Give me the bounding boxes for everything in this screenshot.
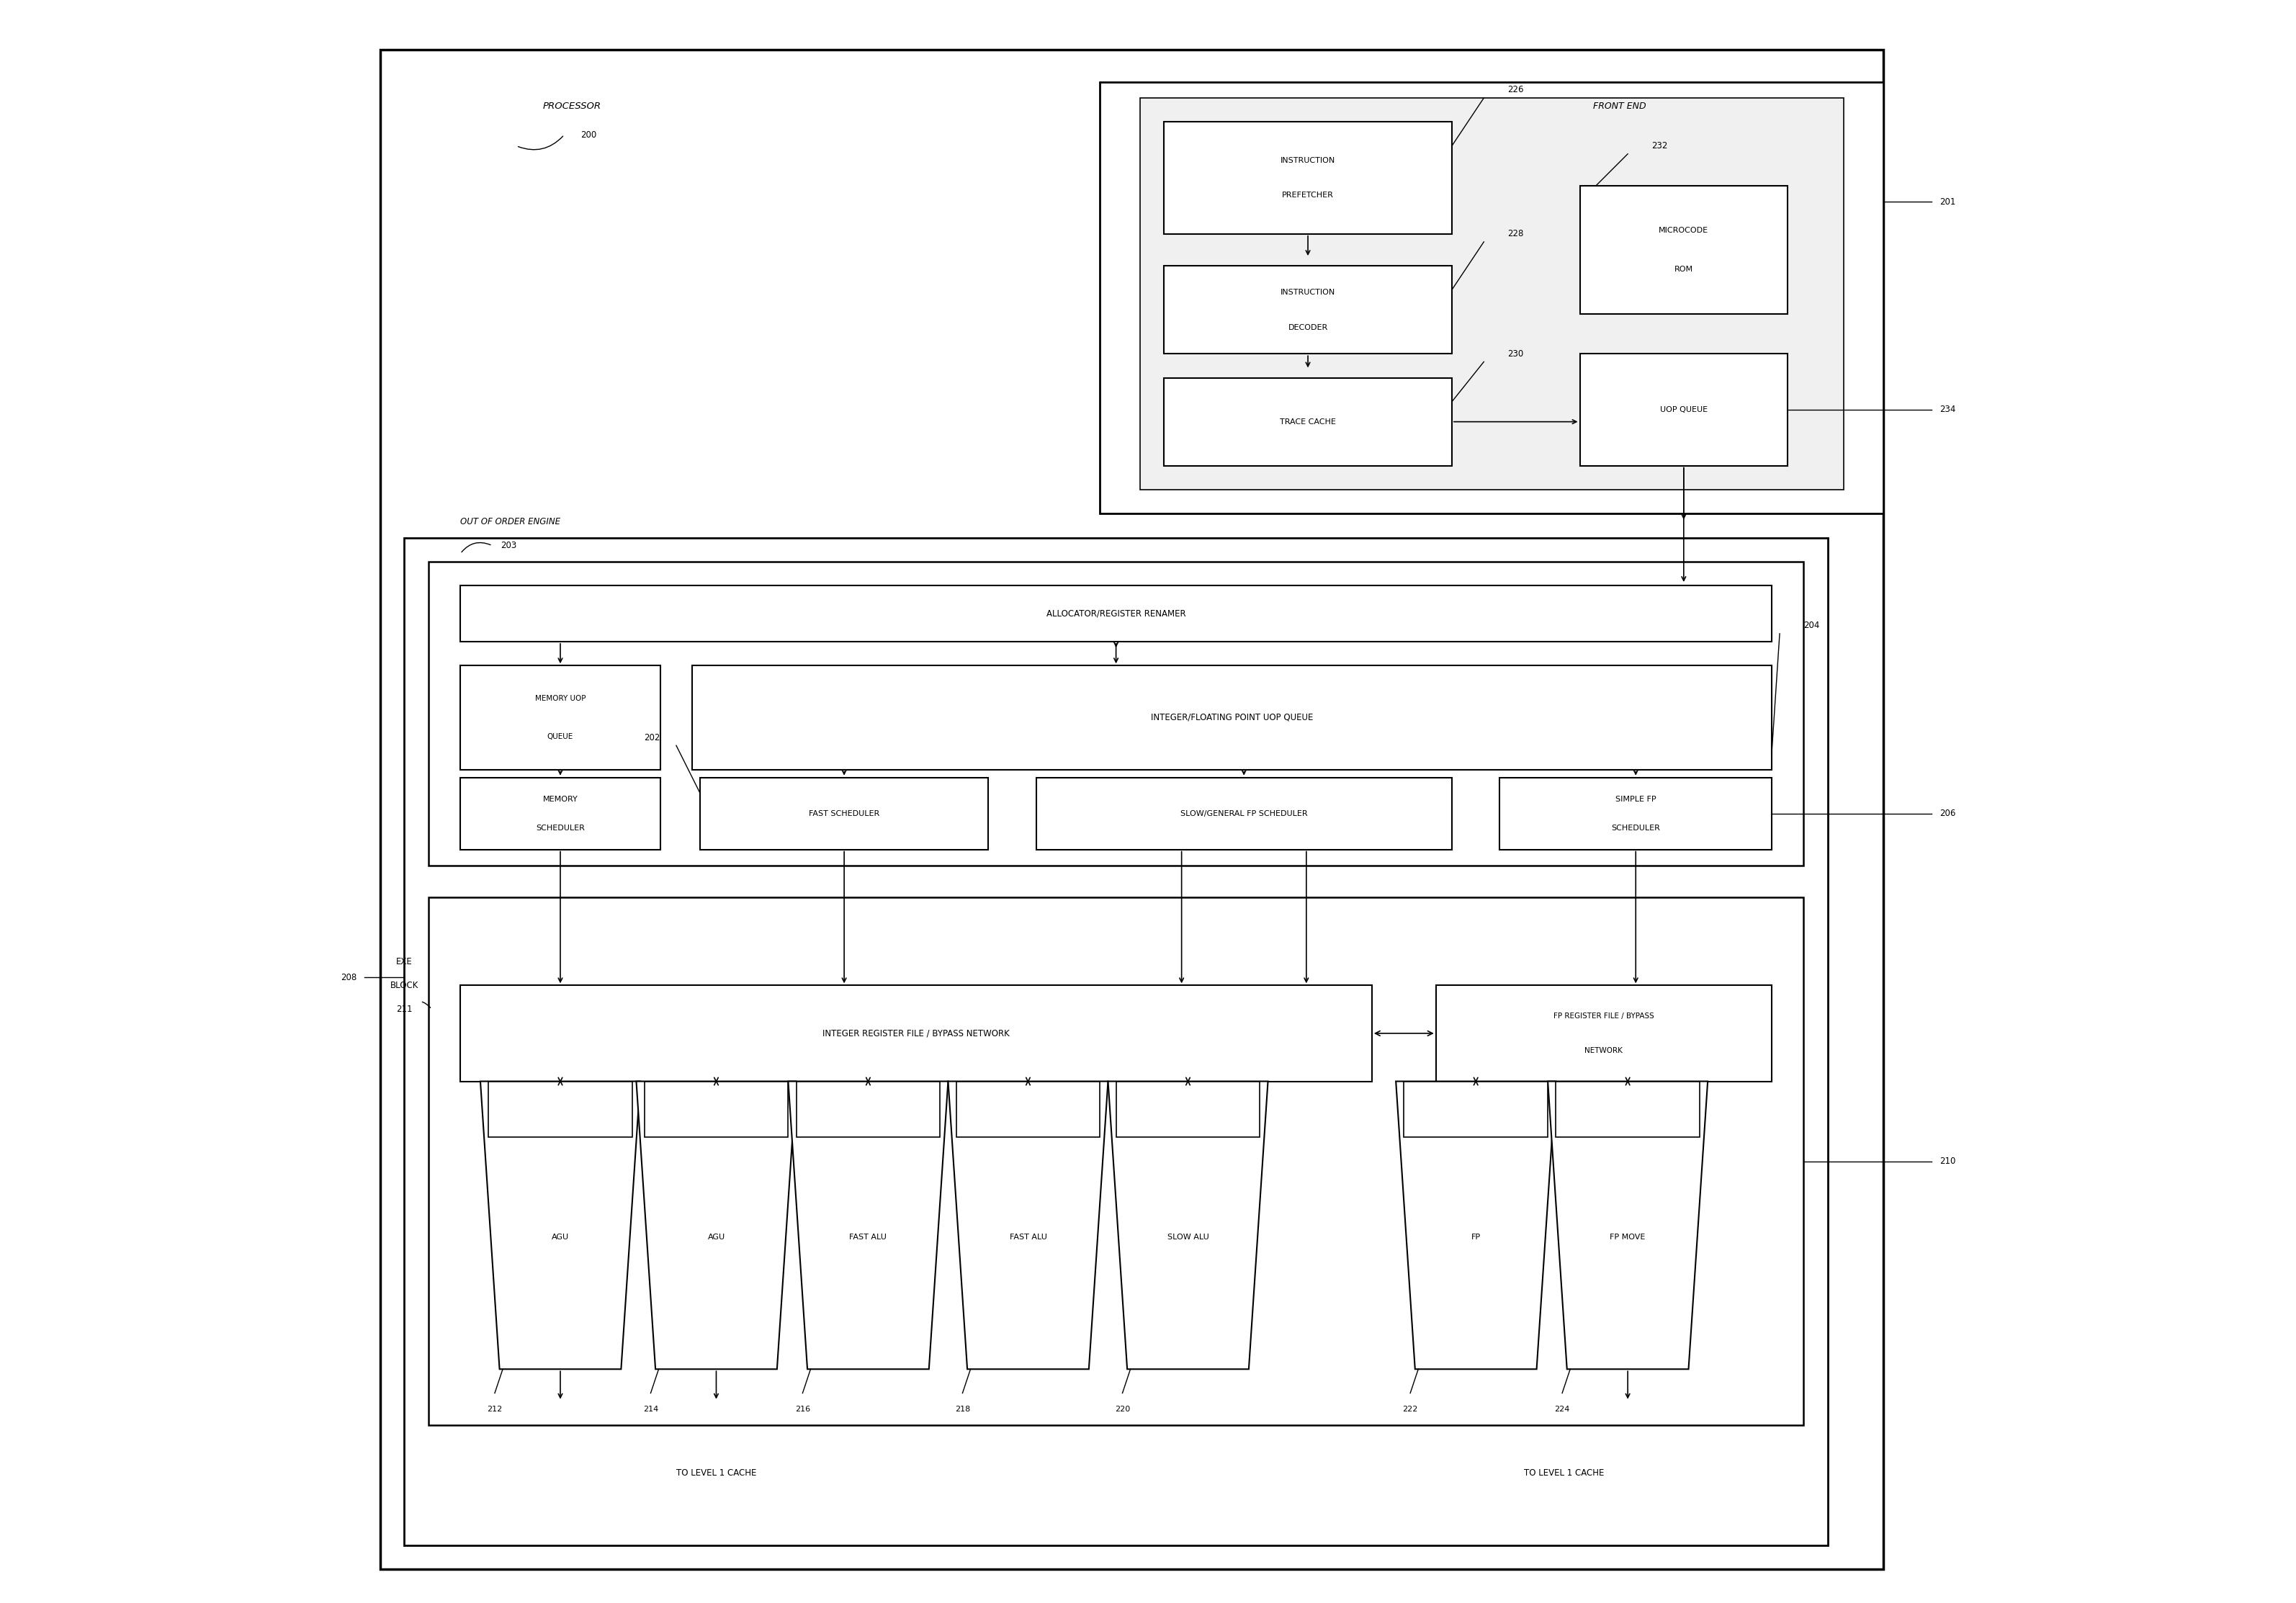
Text: INSTRUCTION: INSTRUCTION	[1281, 289, 1336, 297]
Text: AGU: AGU	[551, 1234, 569, 1241]
Text: AGU: AGU	[707, 1234, 726, 1241]
Text: 218: 218	[955, 1406, 971, 1412]
Text: SLOW ALU: SLOW ALU	[1166, 1234, 1208, 1241]
Text: OUT OF ORDER ENGINE: OUT OF ORDER ENGINE	[461, 518, 560, 526]
Text: NETWORK: NETWORK	[1584, 1047, 1623, 1055]
Text: FP REGISTER FILE / BYPASS: FP REGISTER FILE / BYPASS	[1554, 1011, 1653, 1020]
Bar	[700, 777, 987, 850]
Polygon shape	[1396, 1082, 1557, 1369]
Text: 216: 216	[794, 1406, 810, 1412]
Bar	[797, 1082, 939, 1137]
Text: FAST SCHEDULER: FAST SCHEDULER	[808, 810, 879, 818]
Bar	[955, 1082, 1100, 1137]
Text: FAST ALU: FAST ALU	[850, 1234, 886, 1241]
Text: 222: 222	[1403, 1406, 1419, 1412]
Bar	[1100, 82, 1883, 513]
Text: MEMORY: MEMORY	[542, 795, 579, 803]
Text: 211: 211	[397, 1005, 413, 1015]
Bar	[1403, 1082, 1548, 1137]
Bar	[404, 537, 1828, 1545]
Bar	[1164, 122, 1451, 234]
Text: MICROCODE: MICROCODE	[1658, 228, 1708, 234]
Bar	[1435, 986, 1773, 1082]
Text: INTEGER REGISTER FILE / BYPASS NETWORK: INTEGER REGISTER FILE / BYPASS NETWORK	[822, 1029, 1010, 1039]
Polygon shape	[1548, 1082, 1708, 1369]
Polygon shape	[788, 1082, 948, 1369]
Text: PREFETCHER: PREFETCHER	[1281, 192, 1334, 199]
Bar	[461, 986, 1373, 1082]
Text: SCHEDULER: SCHEDULER	[1612, 824, 1660, 832]
Text: 226: 226	[1508, 85, 1525, 95]
Text: 201: 201	[1940, 197, 1956, 207]
Bar	[1580, 186, 1789, 314]
Bar	[1141, 98, 1844, 489]
Polygon shape	[948, 1082, 1109, 1369]
Polygon shape	[480, 1082, 641, 1369]
Text: 210: 210	[1940, 1157, 1956, 1165]
Text: 212: 212	[487, 1406, 503, 1412]
Text: QUEUE: QUEUE	[546, 733, 574, 741]
Bar	[1499, 777, 1773, 850]
Text: 220: 220	[1116, 1406, 1130, 1412]
Text: 202: 202	[645, 733, 661, 742]
Text: UOP QUEUE: UOP QUEUE	[1660, 406, 1708, 414]
Text: TRACE CACHE: TRACE CACHE	[1279, 418, 1336, 425]
Text: MEMORY UOP: MEMORY UOP	[535, 694, 585, 702]
Bar	[1035, 777, 1451, 850]
Text: INSTRUCTION: INSTRUCTION	[1281, 157, 1336, 164]
Text: ROM: ROM	[1674, 266, 1692, 273]
Text: DECODER: DECODER	[1288, 324, 1327, 330]
Polygon shape	[636, 1082, 797, 1369]
Text: TO LEVEL 1 CACHE: TO LEVEL 1 CACHE	[675, 1468, 755, 1478]
Text: 228: 228	[1508, 229, 1525, 239]
Text: FRONT END: FRONT END	[1593, 101, 1646, 111]
Bar	[1164, 378, 1451, 466]
Text: 214: 214	[643, 1406, 659, 1412]
Text: SLOW/GENERAL FP SCHEDULER: SLOW/GENERAL FP SCHEDULER	[1180, 810, 1306, 818]
Bar	[645, 1082, 788, 1137]
Text: 234: 234	[1940, 406, 1956, 415]
Text: 204: 204	[1805, 620, 1821, 630]
Bar	[1580, 354, 1789, 466]
Text: 203: 203	[501, 540, 517, 550]
Text: SCHEDULER: SCHEDULER	[535, 824, 585, 832]
Bar	[1557, 1082, 1699, 1137]
Text: 232: 232	[1651, 141, 1667, 151]
Bar	[1116, 1082, 1261, 1137]
Text: FAST ALU: FAST ALU	[1010, 1234, 1047, 1241]
Text: FP: FP	[1472, 1234, 1481, 1241]
Bar	[691, 665, 1773, 769]
Text: PROCESSOR: PROCESSOR	[544, 101, 602, 111]
Bar	[461, 777, 661, 850]
Bar	[1164, 266, 1451, 354]
Bar	[429, 898, 1805, 1425]
Text: EXE: EXE	[397, 957, 413, 967]
Text: ALLOCATOR/REGISTER RENAMER: ALLOCATOR/REGISTER RENAMER	[1047, 609, 1185, 619]
Text: SIMPLE FP: SIMPLE FP	[1616, 795, 1655, 803]
Text: 208: 208	[340, 973, 356, 983]
Text: 200: 200	[581, 130, 597, 139]
Polygon shape	[1109, 1082, 1267, 1369]
Text: FP MOVE: FP MOVE	[1609, 1234, 1646, 1241]
Text: INTEGER/FLOATING POINT UOP QUEUE: INTEGER/FLOATING POINT UOP QUEUE	[1150, 713, 1313, 723]
Text: 206: 206	[1940, 810, 1956, 818]
Bar	[489, 1082, 631, 1137]
Bar	[461, 665, 661, 769]
Bar	[461, 585, 1773, 641]
Text: 230: 230	[1508, 349, 1525, 359]
Text: BLOCK: BLOCK	[390, 981, 418, 991]
Text: 224: 224	[1554, 1406, 1570, 1412]
Bar	[429, 561, 1805, 866]
Text: TO LEVEL 1 CACHE: TO LEVEL 1 CACHE	[1525, 1468, 1605, 1478]
